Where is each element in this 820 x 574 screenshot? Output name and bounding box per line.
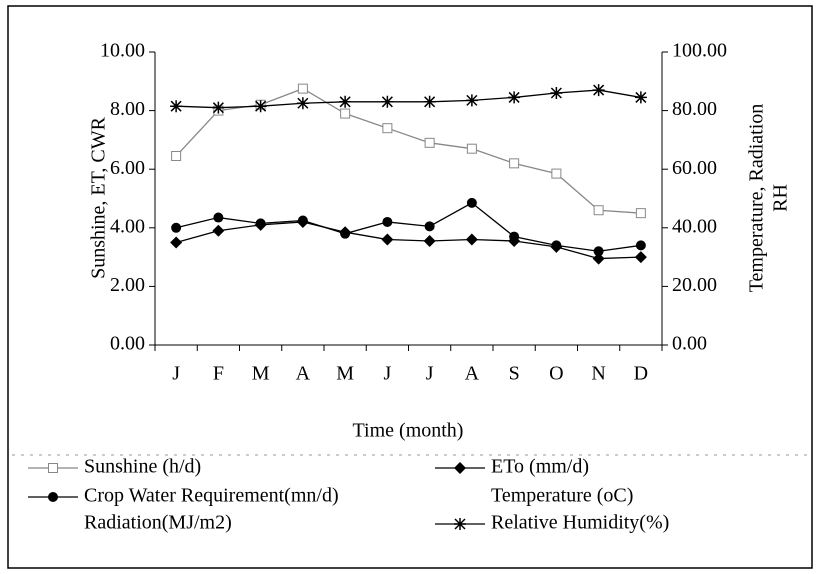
marker bbox=[382, 123, 393, 134]
marker bbox=[592, 84, 605, 97]
marker bbox=[423, 95, 436, 108]
marker bbox=[593, 205, 604, 216]
y2-tick-label: 20.00 bbox=[672, 274, 717, 296]
legend-label: ETo (mm/d) bbox=[491, 456, 589, 478]
marker bbox=[508, 91, 521, 104]
marker bbox=[634, 91, 647, 104]
y2-tick-label: 80.00 bbox=[672, 98, 717, 120]
marker bbox=[382, 216, 393, 227]
legend-label: Relative Humidity(%) bbox=[491, 512, 669, 534]
marker bbox=[340, 108, 351, 119]
marker bbox=[509, 231, 520, 242]
marker bbox=[424, 137, 435, 148]
y-tick-label: 4.00 bbox=[110, 215, 145, 237]
x-tick-label: O bbox=[549, 363, 563, 385]
marker bbox=[381, 233, 394, 246]
x-tick-label: A bbox=[465, 363, 480, 385]
y2-tick-label: 100.00 bbox=[672, 40, 727, 62]
marker bbox=[465, 233, 478, 246]
y-tick-label: 0.00 bbox=[110, 333, 145, 355]
series-line bbox=[176, 89, 641, 109]
legend-label: Temperature (oC) bbox=[491, 485, 633, 507]
marker bbox=[170, 100, 183, 113]
y2-tick-label: 0.00 bbox=[672, 333, 707, 355]
marker bbox=[297, 83, 308, 94]
y2-axis-label: RH bbox=[770, 184, 792, 212]
legend-label: Crop Water Requirement(mn/d) bbox=[84, 485, 339, 507]
marker bbox=[171, 151, 182, 162]
marker bbox=[424, 221, 435, 232]
x-tick-label: N bbox=[591, 363, 605, 385]
x-tick-label: J bbox=[172, 363, 180, 385]
y2-tick-label: 40.00 bbox=[672, 215, 717, 237]
marker bbox=[212, 224, 225, 237]
marker bbox=[212, 101, 225, 114]
x-tick-label: D bbox=[634, 363, 648, 385]
marker bbox=[466, 197, 477, 208]
x-tick-label: M bbox=[336, 363, 354, 385]
marker bbox=[593, 246, 604, 257]
marker bbox=[466, 143, 477, 154]
marker bbox=[551, 240, 562, 251]
x-axis-label: Time (month) bbox=[353, 420, 464, 442]
series-line bbox=[175, 87, 641, 214]
marker bbox=[296, 97, 309, 110]
marker bbox=[254, 100, 267, 113]
y-tick-label: 6.00 bbox=[110, 157, 145, 179]
marker bbox=[48, 463, 58, 473]
marker bbox=[592, 252, 605, 265]
chart-frame bbox=[7, 5, 813, 569]
marker bbox=[170, 236, 183, 249]
marker bbox=[454, 462, 466, 474]
marker bbox=[454, 518, 466, 530]
marker bbox=[171, 222, 182, 233]
marker bbox=[297, 215, 308, 226]
marker bbox=[340, 228, 351, 239]
x-tick-label: J bbox=[426, 363, 434, 385]
marker bbox=[551, 168, 562, 179]
y2-axis-label: Temperature, Radiation bbox=[746, 104, 768, 293]
series-line bbox=[175, 221, 641, 260]
y-axis-label: Sunshine, ET, CWR bbox=[88, 116, 110, 279]
x-tick-label: M bbox=[252, 363, 270, 385]
x-tick-label: S bbox=[509, 363, 520, 385]
x-tick-label: J bbox=[383, 363, 391, 385]
marker bbox=[509, 158, 520, 169]
y-tick-label: 10.00 bbox=[100, 40, 145, 62]
marker bbox=[381, 95, 394, 108]
marker bbox=[635, 240, 646, 251]
marker bbox=[423, 234, 436, 247]
marker bbox=[465, 94, 478, 107]
marker bbox=[635, 208, 646, 219]
y-tick-label: 8.00 bbox=[110, 98, 145, 120]
series-line bbox=[175, 202, 641, 252]
marker bbox=[48, 492, 58, 502]
marker bbox=[213, 212, 224, 223]
marker bbox=[255, 218, 266, 229]
y-tick-label: 2.00 bbox=[110, 274, 145, 296]
legend-label: Sunshine (h/d) bbox=[84, 456, 201, 478]
y2-tick-label: 60.00 bbox=[672, 157, 717, 179]
marker bbox=[339, 95, 352, 108]
x-tick-label: A bbox=[296, 363, 311, 385]
marker bbox=[634, 251, 647, 264]
marker bbox=[550, 87, 563, 100]
legend-label: Radiation(MJ/m2) bbox=[84, 512, 232, 534]
x-tick-label: F bbox=[213, 363, 224, 385]
